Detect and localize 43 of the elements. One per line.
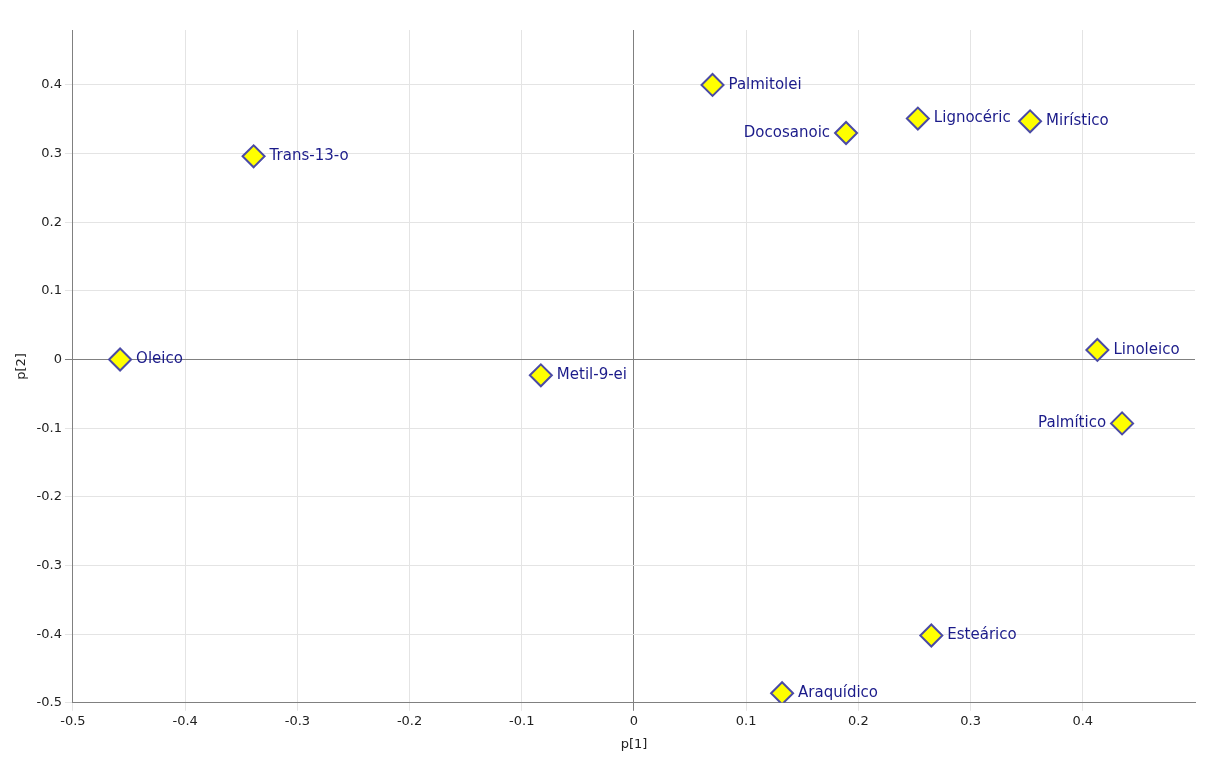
point xyxy=(905,106,930,131)
series-label: Metil-9-ei xyxy=(556,365,628,384)
y-tick-label: -0.1 xyxy=(36,419,62,435)
x-tick-label: -0.2 xyxy=(396,712,423,728)
point xyxy=(108,347,133,372)
series-label: Linoleico xyxy=(1113,339,1180,358)
x-axis-title: p[1] xyxy=(620,735,648,751)
series-label: Docosanoic xyxy=(743,122,831,141)
x-tick-label: 0.2 xyxy=(848,712,869,728)
series-label: Trans-13-o xyxy=(268,146,349,165)
x-tick-label: -0.3 xyxy=(284,712,311,728)
x-tick-label: 0 xyxy=(629,712,639,728)
point xyxy=(919,623,944,648)
point xyxy=(1085,337,1110,362)
y-tick-label: -0.3 xyxy=(36,556,62,572)
point xyxy=(241,144,266,169)
y-tick-label: -0.5 xyxy=(36,694,62,710)
point xyxy=(1018,109,1043,134)
x-tick-label: 0.1 xyxy=(735,712,757,728)
y-tick-label: -0.2 xyxy=(36,488,62,504)
y-axis-title: p[2] xyxy=(13,353,29,380)
series-label: Araquídico xyxy=(798,683,879,702)
y-tick-label: 0 xyxy=(53,350,62,366)
x-tick-label: 0.3 xyxy=(960,712,981,728)
y-tick-label: 0.2 xyxy=(41,213,62,229)
series-label: Esteárico xyxy=(947,625,1017,644)
y-tick-label: 0.3 xyxy=(41,144,62,160)
series-label: Palmitolei xyxy=(728,74,802,93)
y-tick-label: -0.4 xyxy=(36,625,62,641)
series-label: Lignocéric xyxy=(933,108,1011,127)
x-tick-label: -0.5 xyxy=(60,712,86,728)
y-tick-label: 0.1 xyxy=(41,282,62,298)
x-tick-label: 0.4 xyxy=(1072,712,1094,728)
point xyxy=(700,72,725,97)
series-label: Palmítico xyxy=(1038,413,1107,432)
x-tick-label: -0.4 xyxy=(172,712,198,728)
point xyxy=(834,120,859,145)
point xyxy=(528,363,553,388)
x-tick-label: -0.1 xyxy=(509,712,535,728)
point xyxy=(1110,411,1135,436)
point xyxy=(770,681,795,703)
series-label: Mirístico xyxy=(1046,111,1109,130)
y-tick-label: 0.4 xyxy=(41,76,62,92)
